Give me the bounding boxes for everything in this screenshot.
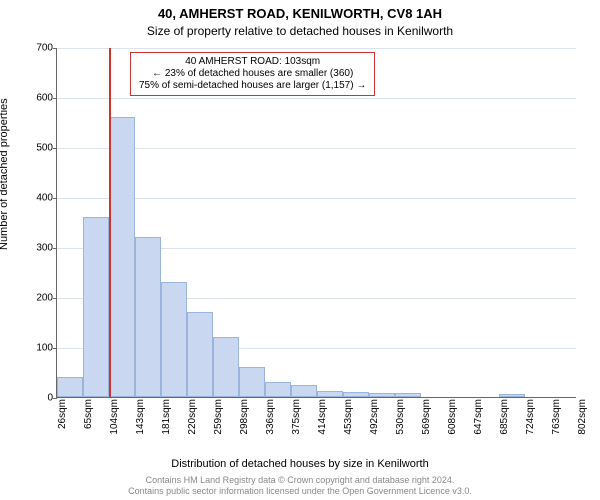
y-tick-label: 0 (47, 393, 53, 404)
x-tick-label: 530sqm (395, 399, 406, 435)
histogram-bar (265, 382, 291, 397)
histogram-bar (83, 217, 109, 397)
y-tick-mark (53, 298, 57, 299)
histogram-bar (291, 385, 317, 398)
y-tick-label: 200 (36, 293, 53, 304)
y-tick-label: 600 (36, 93, 53, 104)
x-tick-label: 414sqm (317, 399, 328, 435)
x-tick-label: 724sqm (525, 399, 536, 435)
info-line-2: ← 23% of detached houses are smaller (36… (139, 68, 366, 80)
footer-line-1: Contains HM Land Registry data © Crown c… (0, 475, 600, 485)
footer-line-2: Contains public sector information licen… (0, 486, 600, 496)
chart-title-main: 40, AMHERST ROAD, KENILWORTH, CV8 1AH (0, 6, 600, 21)
x-tick-label: 181sqm (161, 399, 172, 435)
y-axis-label: Number of detached properties (0, 98, 10, 250)
histogram-bar (135, 237, 161, 397)
histogram-bar (239, 367, 265, 397)
x-tick-label: 220sqm (187, 399, 198, 435)
histogram-bar (369, 393, 395, 397)
x-tick-label: 492sqm (369, 399, 380, 435)
x-tick-label: 763sqm (551, 399, 562, 435)
x-tick-label: 259sqm (213, 399, 224, 435)
info-line-3: 75% of semi-detached houses are larger (… (139, 80, 366, 92)
gridline (57, 48, 576, 49)
histogram-bar (213, 337, 239, 397)
gridline (57, 98, 576, 99)
x-tick-label: 647sqm (473, 399, 484, 435)
histogram-bar (57, 377, 83, 397)
x-tick-label: 802sqm (577, 399, 588, 435)
info-box: 40 AMHERST ROAD: 103sqm ← 23% of detache… (130, 52, 375, 96)
y-tick-mark (53, 198, 57, 199)
histogram-bar (161, 282, 187, 397)
x-tick-label: 298sqm (239, 399, 250, 435)
y-tick-mark (53, 248, 57, 249)
property-marker-line (109, 48, 111, 397)
y-tick-mark (53, 98, 57, 99)
x-tick-label: 453sqm (343, 399, 354, 435)
x-tick-label: 569sqm (421, 399, 432, 435)
y-tick-label: 500 (36, 143, 53, 154)
x-tick-label: 65sqm (83, 399, 94, 429)
histogram-bar (109, 117, 135, 397)
y-tick-label: 100 (36, 343, 53, 354)
footer: Contains HM Land Registry data © Crown c… (0, 475, 600, 496)
chart-plot-area: 010020030040050060070026sqm65sqm104sqm14… (56, 48, 576, 398)
histogram-bar (343, 392, 369, 397)
info-line-1: 40 AMHERST ROAD: 103sqm (139, 56, 366, 68)
y-tick-label: 400 (36, 193, 53, 204)
x-tick-label: 104sqm (109, 399, 120, 435)
chart-title-sub: Size of property relative to detached ho… (0, 24, 600, 38)
x-axis-label: Distribution of detached houses by size … (0, 458, 600, 470)
x-tick-label: 336sqm (265, 399, 276, 435)
y-tick-mark (53, 48, 57, 49)
histogram-bar (395, 393, 421, 397)
histogram-bar (187, 312, 213, 397)
y-tick-mark (53, 348, 57, 349)
x-tick-label: 26sqm (57, 399, 68, 429)
histogram-bar (317, 391, 343, 397)
y-tick-label: 700 (36, 43, 53, 54)
x-tick-label: 608sqm (447, 399, 458, 435)
y-tick-mark (53, 148, 57, 149)
histogram-bar (499, 394, 525, 397)
x-tick-label: 685sqm (499, 399, 510, 435)
x-tick-label: 375sqm (291, 399, 302, 435)
x-tick-label: 143sqm (135, 399, 146, 435)
y-tick-label: 300 (36, 243, 53, 254)
